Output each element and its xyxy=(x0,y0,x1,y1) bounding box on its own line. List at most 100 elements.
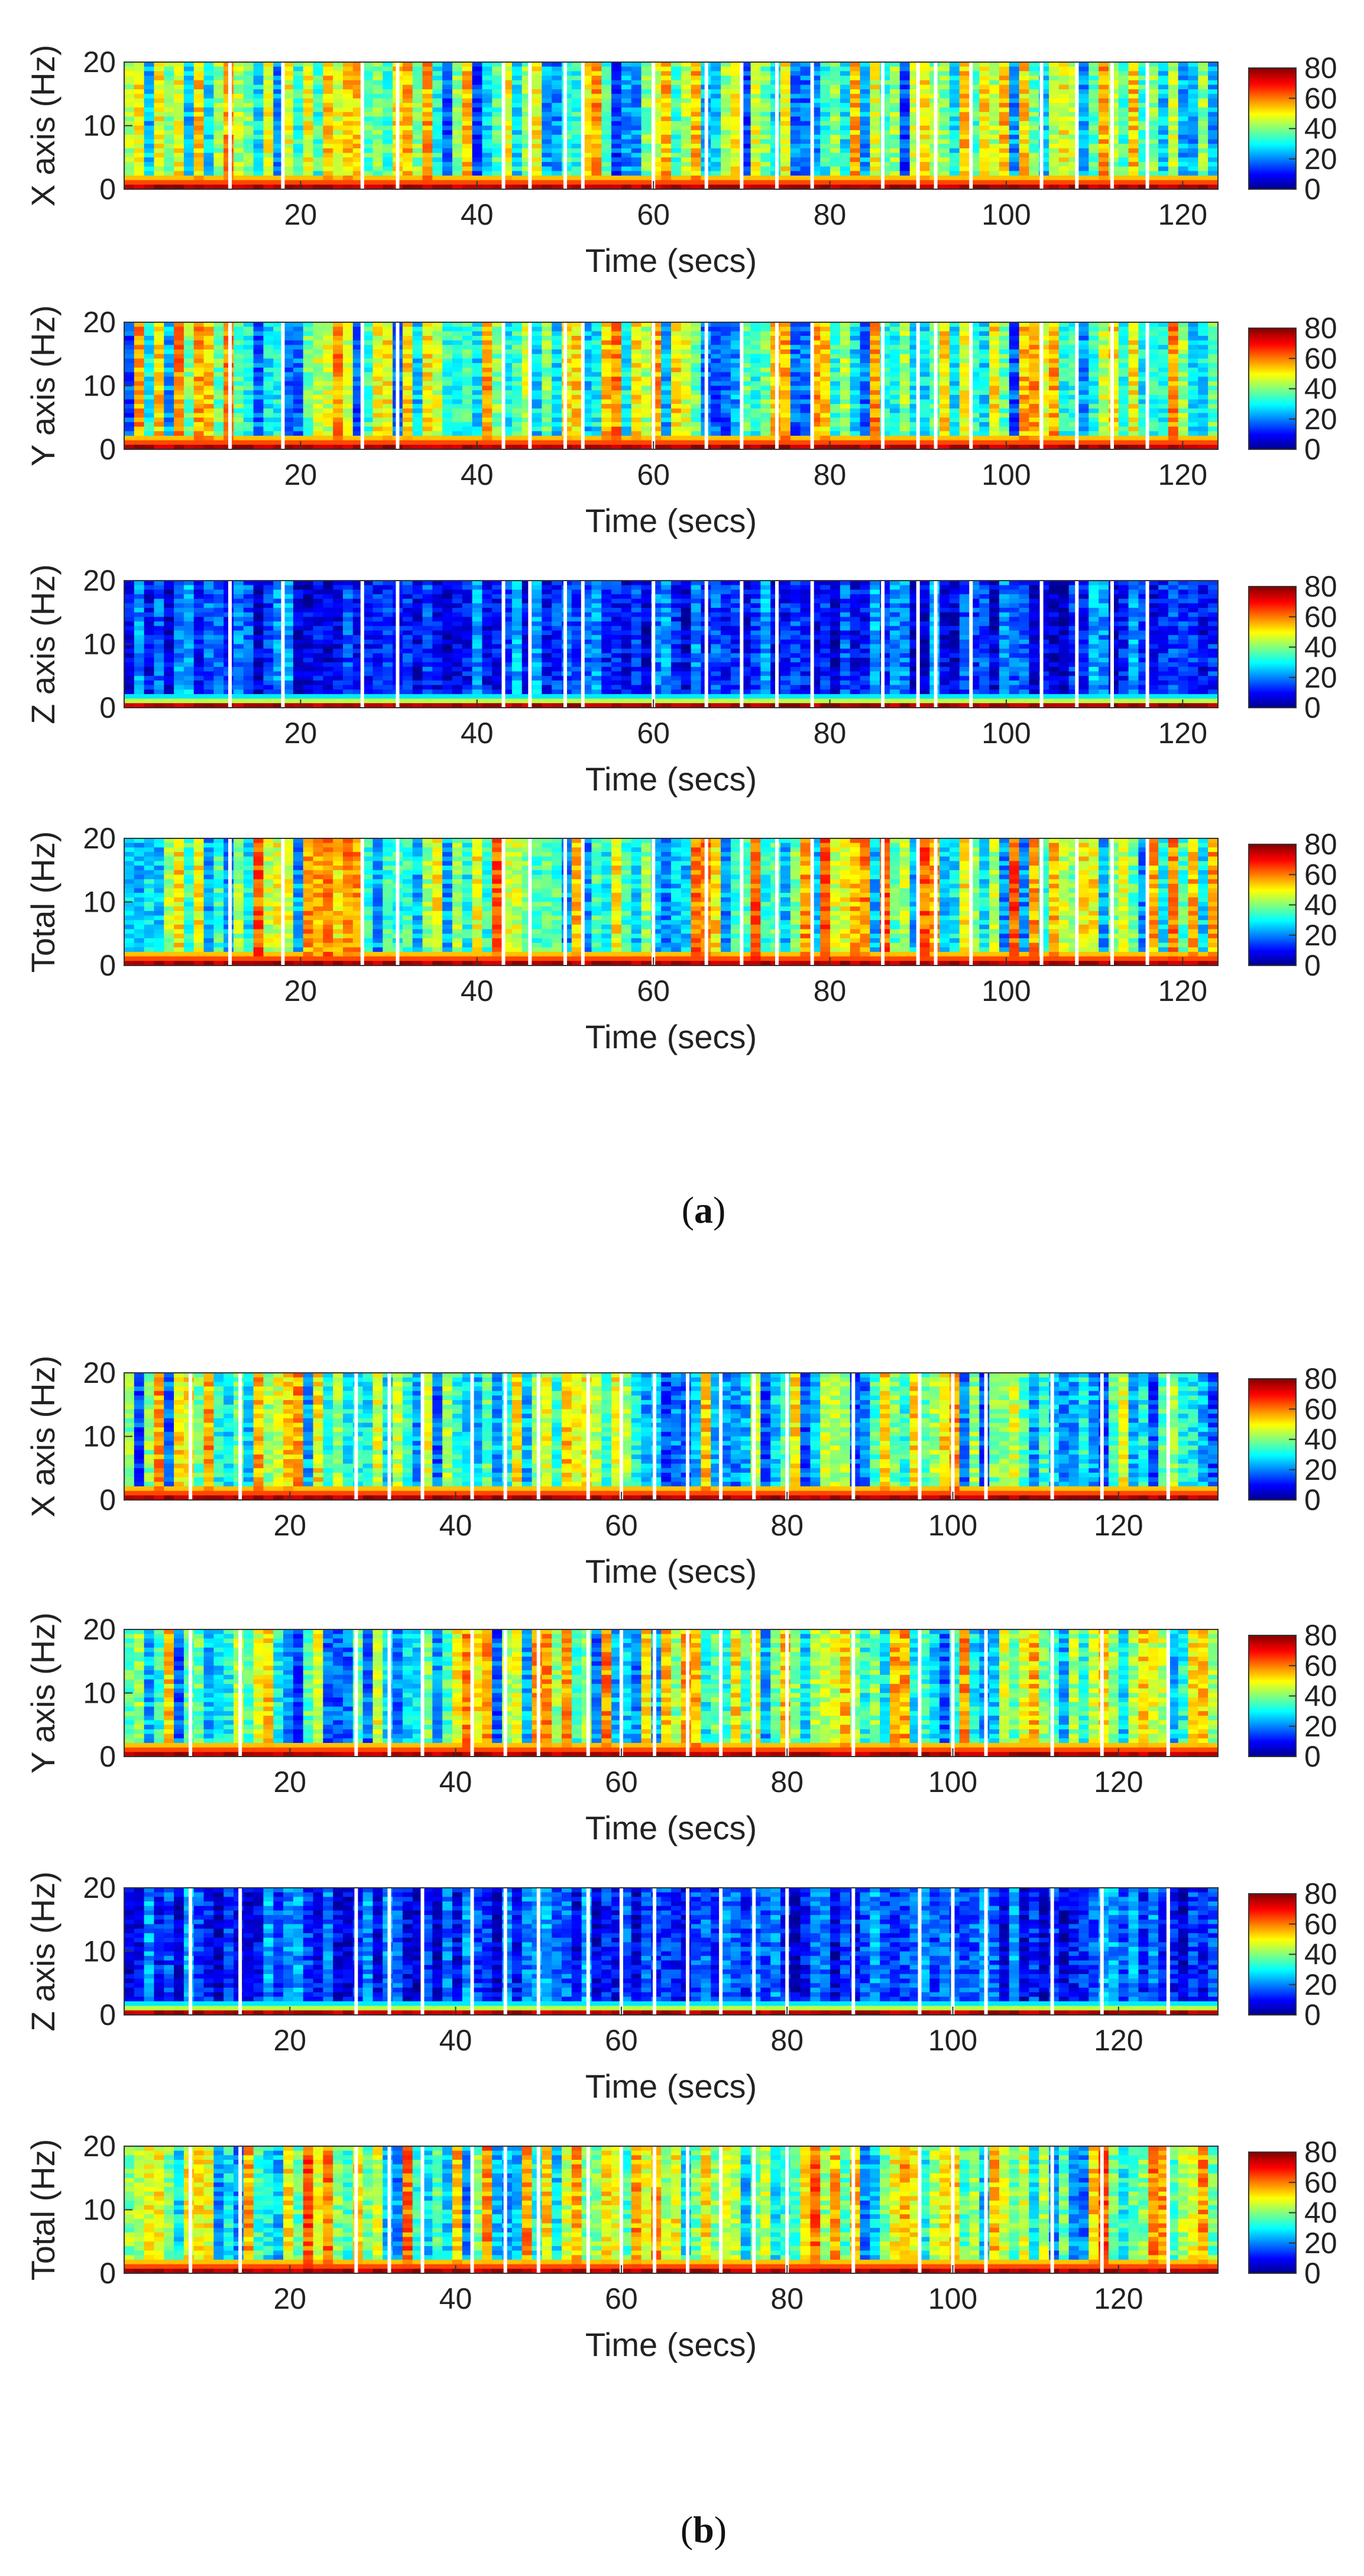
heatmap-cell xyxy=(999,85,1010,90)
heatmap-cell xyxy=(243,326,254,332)
heatmap-cell xyxy=(581,372,592,377)
heatmap-cell xyxy=(730,107,741,113)
heatmap-cell xyxy=(691,349,702,355)
segment-gap xyxy=(1075,62,1079,189)
heatmap-cell xyxy=(721,148,731,154)
heatmap-cell xyxy=(343,440,354,445)
heatmap-cell xyxy=(661,166,672,171)
heatmap-cell xyxy=(571,377,582,382)
heatmap-cell xyxy=(511,171,523,176)
heatmap-cell xyxy=(1088,161,1099,167)
heatmap-cell xyxy=(482,354,493,359)
heatmap-cell xyxy=(1078,62,1089,67)
heatmap-cell xyxy=(323,148,333,154)
heatmap-cell xyxy=(492,125,503,131)
heatmap-cell xyxy=(1148,121,1159,127)
heatmap-cell xyxy=(631,413,642,418)
heatmap-cell xyxy=(532,134,542,140)
heatmap-cell xyxy=(273,62,284,67)
heatmap-cell xyxy=(870,62,880,67)
heatmap-cell xyxy=(372,354,383,359)
heatmap-cell xyxy=(840,66,851,72)
heatmap-cell xyxy=(1088,175,1099,181)
heatmap-cell xyxy=(134,390,145,396)
heatmap-cell xyxy=(1148,116,1159,122)
heatmap-cell xyxy=(999,125,1010,131)
heatmap-cell xyxy=(293,139,304,144)
heatmap-cell xyxy=(542,112,552,117)
heatmap-cell xyxy=(1118,130,1129,135)
heatmap-cell xyxy=(890,148,900,154)
heatmap-cell xyxy=(790,161,801,167)
heatmap-cell xyxy=(890,175,900,181)
heatmap-cell xyxy=(452,62,463,67)
heatmap-cell xyxy=(671,80,682,85)
heatmap-cell xyxy=(144,377,155,382)
heatmap-cell xyxy=(213,399,224,404)
heatmap-cell xyxy=(890,121,900,127)
heatmap-cell xyxy=(899,153,911,158)
heatmap-cell xyxy=(591,354,602,359)
heatmap-cell xyxy=(511,349,523,355)
heatmap-cell xyxy=(164,130,174,135)
heatmap-cell xyxy=(611,336,622,341)
heatmap-cell xyxy=(293,385,304,391)
heatmap-cell xyxy=(641,390,652,396)
heatmap-cell xyxy=(462,345,473,350)
heatmap-cell xyxy=(521,345,533,350)
heatmap-cell xyxy=(1208,125,1219,131)
heatmap-cell xyxy=(641,98,652,103)
heatmap-cell xyxy=(860,125,870,131)
heatmap-cell xyxy=(820,66,831,72)
heatmap-cell xyxy=(521,139,533,144)
heatmap-cell xyxy=(800,153,811,158)
heatmap-cell xyxy=(1039,85,1049,90)
heatmap-cell xyxy=(183,175,195,181)
heatmap-cell xyxy=(183,385,195,391)
heatmap-cell xyxy=(760,171,771,176)
heatmap-cell xyxy=(502,422,513,427)
heatmap-cell xyxy=(472,358,483,364)
heatmap-cell xyxy=(492,85,503,90)
heatmap-cell xyxy=(591,157,602,163)
heatmap-cell xyxy=(601,426,612,432)
heatmap-cell xyxy=(134,349,145,355)
heatmap-cell xyxy=(352,153,364,158)
heatmap-cell xyxy=(671,394,682,400)
heatmap-cell xyxy=(273,66,284,72)
heatmap-cell xyxy=(870,134,880,140)
heatmap-cell xyxy=(432,76,443,81)
heatmap-cell xyxy=(532,161,542,167)
heatmap-cell xyxy=(402,431,413,436)
heatmap-cell xyxy=(651,62,662,67)
heatmap-cell xyxy=(492,107,503,113)
heatmap-cell xyxy=(313,358,323,364)
heatmap-cell xyxy=(1058,157,1070,163)
heatmap-cell xyxy=(1019,71,1030,76)
heatmap-cell xyxy=(661,336,672,341)
heatmap-cell xyxy=(362,144,374,149)
heatmap-cell xyxy=(511,399,523,404)
heatmap-cell xyxy=(303,408,314,414)
heatmap-cell xyxy=(1068,107,1080,113)
heatmap-cell xyxy=(552,130,562,135)
heatmap-cell xyxy=(1029,166,1039,171)
heatmap-cell xyxy=(183,349,195,355)
heatmap-cell xyxy=(581,385,592,391)
heatmap-cell xyxy=(234,171,244,176)
heatmap-cell xyxy=(721,385,731,391)
heatmap-cell xyxy=(193,336,205,341)
heatmap-cell xyxy=(521,166,533,171)
heatmap-cell xyxy=(860,103,870,108)
heatmap-cell xyxy=(462,422,473,427)
heatmap-cell xyxy=(134,112,145,117)
heatmap-cell xyxy=(333,349,344,355)
heatmap-cell xyxy=(482,349,493,355)
heatmap-cell xyxy=(740,180,751,185)
heatmap-cell xyxy=(939,85,950,90)
heatmap-cell xyxy=(343,394,354,400)
heatmap-cell xyxy=(303,130,314,135)
heatmap-cell xyxy=(969,112,980,117)
segment-gap xyxy=(740,62,744,189)
